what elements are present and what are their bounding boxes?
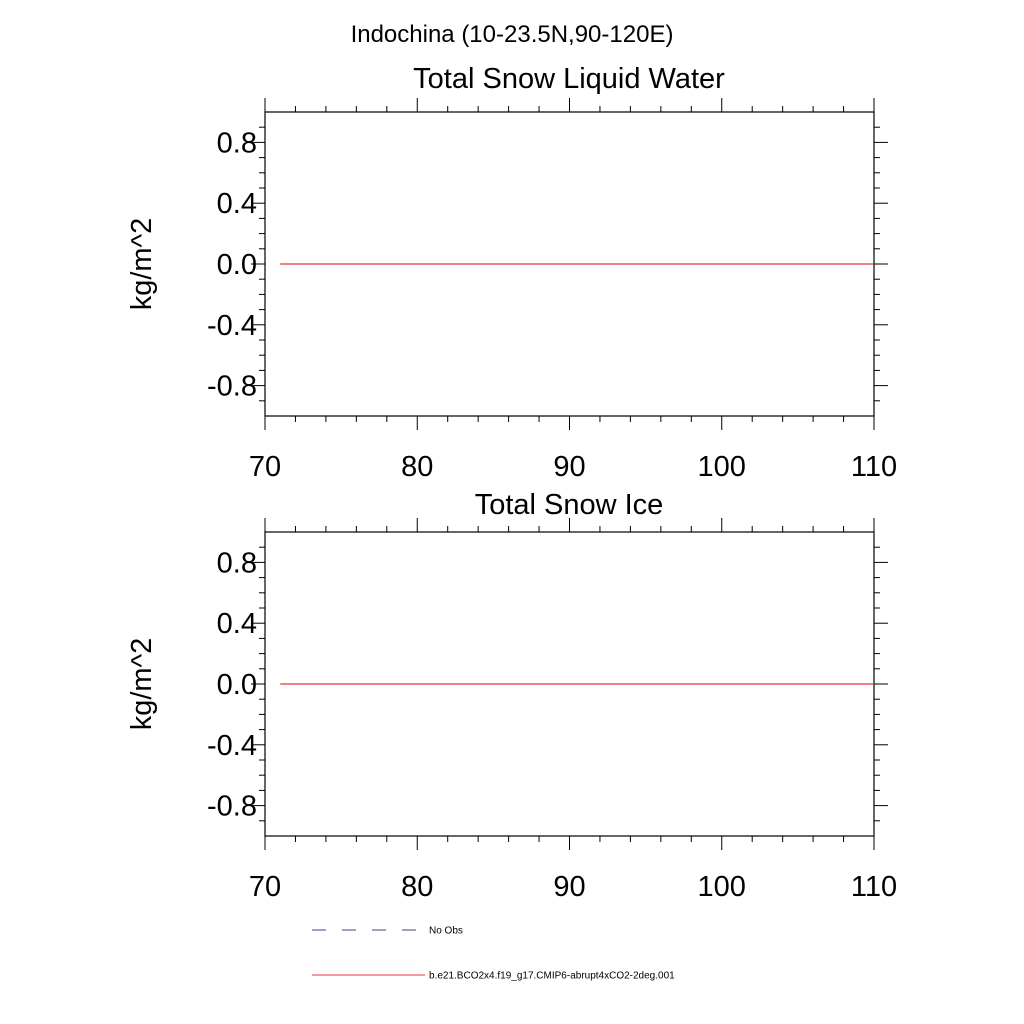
panel-title: Total Snow Liquid Water <box>413 63 725 95</box>
legend-label: b.e21.BCO2x4.f19_g17.CMIP6-abrupt4xCO2-2… <box>429 971 675 982</box>
x-tick-label: 100 <box>698 451 746 483</box>
y-tick-label: 0.8 <box>217 127 257 159</box>
x-tick-label: 90 <box>553 451 585 483</box>
y-tick-label: 0.4 <box>217 188 257 220</box>
y-tick-label: -0.8 <box>207 791 257 823</box>
x-tick-label: 80 <box>401 451 433 483</box>
y-tick-label: 0.8 <box>217 547 257 579</box>
panel-total-snow-ice: Total Snow Ice kg/m^2 70 80 90 100 110 -0.8 -0… <box>126 489 897 903</box>
x-tick-label: 100 <box>698 871 746 903</box>
legend-entry-no-obs: No Obs <box>312 926 463 937</box>
figure-title: Indochina (10-23.5N,90-120E) <box>351 21 674 48</box>
x-tick-label: 110 <box>851 871 897 903</box>
panel-total-snow-liquid-water: Total Snow Liquid Water kg/m^2 70 80 90 100… <box>126 63 897 483</box>
x-tick-label: 70 <box>249 451 281 483</box>
y-tick-label: -0.4 <box>207 310 257 342</box>
legend-label: No Obs <box>429 926 463 937</box>
legend: No Obs b.e21.BCO2x4.f19_g17.CMIP6-abrupt… <box>312 926 675 982</box>
x-tick-label: 80 <box>401 871 433 903</box>
panel-title: Total Snow Ice <box>475 489 664 521</box>
x-tick-label: 110 <box>851 451 897 483</box>
y-axis-label: kg/m^2 <box>126 218 158 311</box>
x-tick-label: 70 <box>249 871 281 903</box>
x-tick-label: 90 <box>553 871 585 903</box>
y-axis-label: kg/m^2 <box>126 638 158 731</box>
y-tick-label: -0.4 <box>207 730 257 762</box>
y-tick-label: 0.4 <box>217 608 257 640</box>
y-tick-label: -0.8 <box>207 371 257 403</box>
legend-entry-model-run: b.e21.BCO2x4.f19_g17.CMIP6-abrupt4xCO2-2… <box>312 971 675 982</box>
axes: 70 80 90 100 110 -0.8 -0.4 0.0 0.4 0.8 <box>207 518 897 903</box>
axes: 70 80 90 100 110 -0.8 -0.4 0.0 0.4 0.8 <box>207 98 897 483</box>
y-tick-label: 0.0 <box>217 249 257 281</box>
y-tick-label: 0.0 <box>217 669 257 701</box>
